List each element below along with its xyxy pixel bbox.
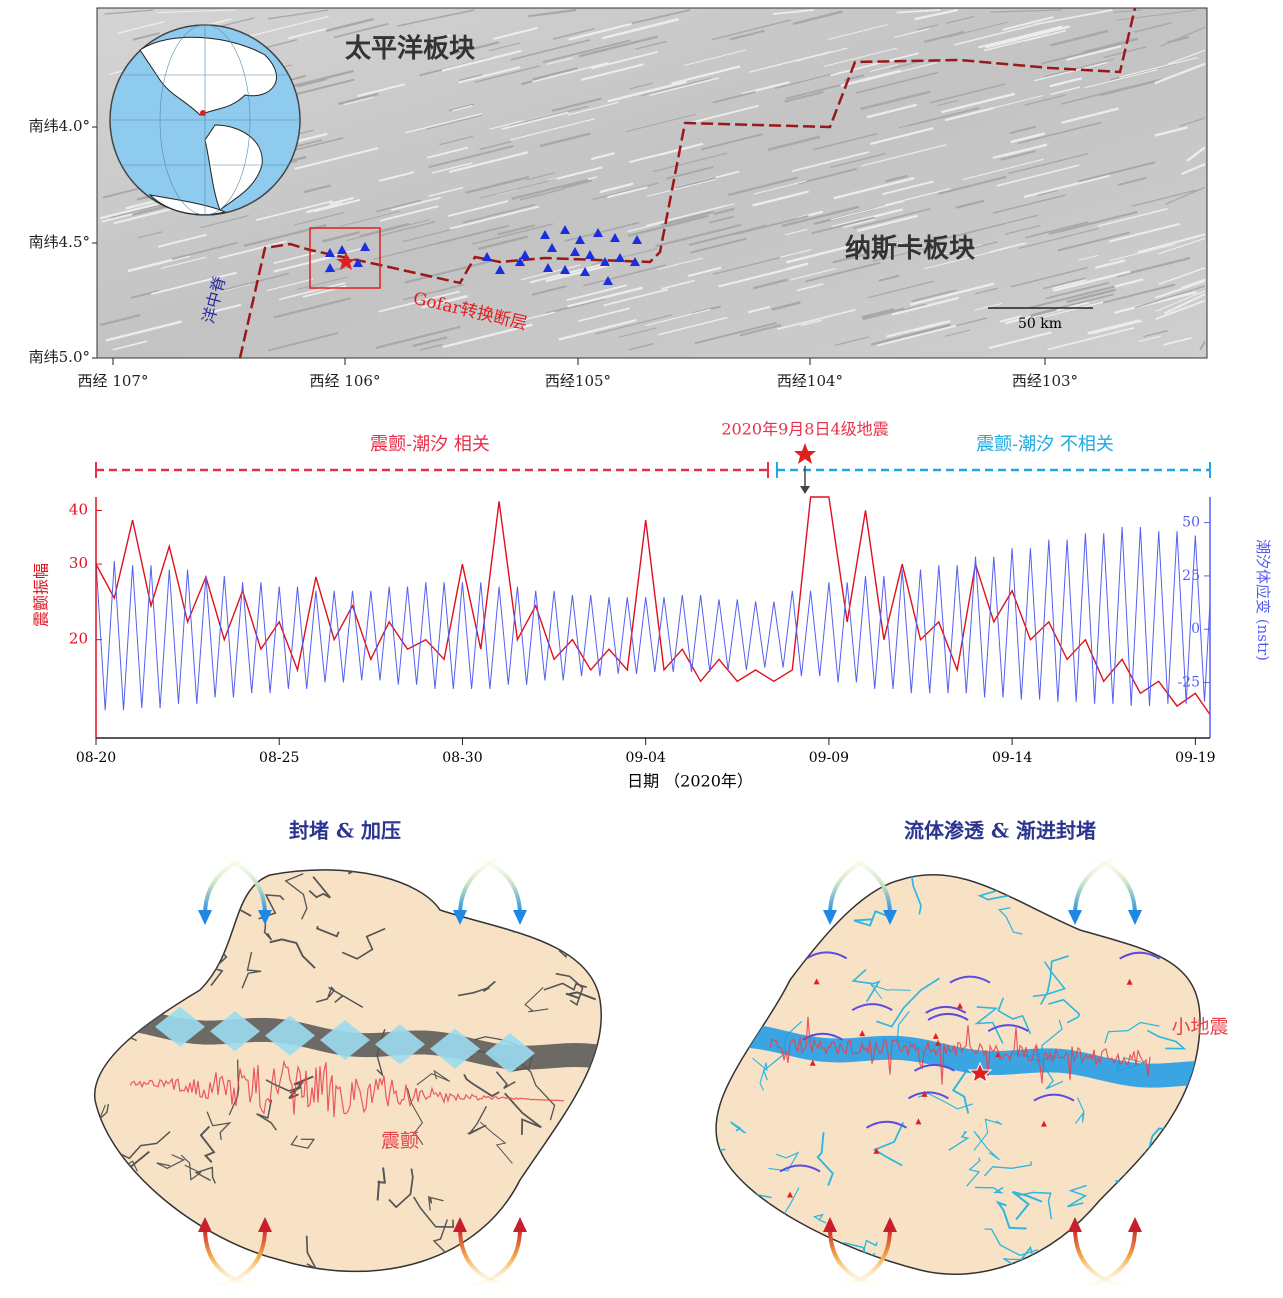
annotation: 2020年9月8日4级地震 (721, 420, 888, 439)
figure: 50 km 太平洋板块 纳斯卡板块 洋中脊 Gofar转换断层 南纬4.0°南纬… (0, 0, 1283, 1294)
crack (568, 1253, 609, 1287)
lat-label: 南纬4.5° (29, 233, 90, 251)
stress-arrowhead (823, 910, 837, 925)
tide-line (96, 527, 1232, 710)
lon-label: 西经103° (1012, 372, 1078, 390)
stress-arrowhead (1068, 910, 1082, 925)
lon-label: 西经104° (777, 372, 843, 390)
stress-arrow (470, 855, 520, 915)
lon-label: 西经105° (545, 372, 611, 390)
crack (154, 889, 172, 917)
crack (438, 1258, 454, 1284)
crack (162, 1259, 178, 1292)
crack (804, 1275, 831, 1292)
stress-arrowhead (513, 910, 527, 925)
crack (761, 970, 774, 1006)
lat-label: 南纬5.0° (29, 348, 90, 366)
time-series-chart: 20 30 40 -25 0 25 50 08-20 08-25 08-30 09-04 09-09 0… (32, 420, 1273, 791)
crack (115, 879, 129, 904)
y2-tick-label: 0 (1191, 621, 1200, 637)
crack (108, 1220, 134, 1233)
diagram: 封堵 & 加压震颤 (81, 819, 609, 1295)
quake-star (794, 443, 816, 464)
earthquake (771, 956, 777, 962)
crack (1155, 882, 1185, 911)
lat-label: 南纬4.0° (29, 117, 90, 135)
scale-label: 50 km (1018, 316, 1062, 332)
y-tick-label: 20 (69, 630, 88, 648)
crack (172, 886, 188, 904)
diagram-label: 小地震 (1171, 1016, 1228, 1038)
crack (1149, 1278, 1187, 1294)
flow-arrow (764, 930, 804, 936)
stress-arrow (460, 855, 510, 915)
x-tick-label: 09-04 (625, 750, 665, 766)
tremor-line (96, 497, 1232, 720)
crack (727, 1259, 743, 1285)
y2-tick-label: 50 (1182, 515, 1200, 531)
crack (1167, 1120, 1194, 1140)
y2-tick-label: 25 (1182, 568, 1200, 584)
diagram-title: 封堵 & 加压 (289, 819, 401, 843)
stress-arrowhead (1128, 910, 1142, 925)
y-tick-label: 40 (69, 500, 88, 518)
x-tick-label: 09-19 (1175, 750, 1215, 766)
plate-label: 纳斯卡板块 (845, 233, 975, 264)
stress-arrow (1075, 855, 1125, 915)
y2-tick-label: -25 (1177, 675, 1200, 691)
globe-inset (110, 25, 300, 215)
y2-axis-label: 潮汐体应变 (nstr) (1254, 539, 1272, 661)
crack (535, 1264, 569, 1289)
diagram-label: 震颤 (381, 1130, 419, 1152)
crack (569, 878, 608, 924)
map: 50 km 太平洋板块 纳斯卡板块 洋中脊 Gofar转换断层 南纬4.0°南纬… (29, 8, 1207, 390)
crack (530, 885, 592, 922)
crack (1194, 1106, 1217, 1113)
crack (1193, 1252, 1211, 1257)
diagram: 流体渗透 & 渐进封堵小地震 (706, 819, 1228, 1295)
x-axis-label: 日期 （2020年） (627, 772, 753, 791)
x-tick-label: 08-30 (442, 750, 482, 766)
y-axis-label: 震颤振幅 (32, 563, 51, 627)
stress-arrowhead (513, 1217, 527, 1232)
crack (149, 983, 164, 1006)
x-tick-label: 08-20 (76, 750, 116, 766)
crack (747, 915, 788, 956)
crack (559, 906, 590, 957)
diagram-title: 流体渗透 & 渐进封堵 (904, 819, 1096, 843)
stress-arrow (1085, 855, 1135, 915)
crack (757, 1263, 777, 1271)
quake-arrowhead (800, 486, 810, 494)
crack (1020, 1265, 1072, 1294)
crack (735, 1250, 766, 1279)
stress-arrowhead (198, 910, 212, 925)
stress-arrowhead (1128, 1217, 1142, 1232)
x-tick-label: 09-09 (809, 750, 849, 766)
annotation: 震颤-潮汐 相关 (370, 434, 490, 455)
plate-label: 太平洋板块 (345, 33, 475, 64)
y-tick-label: 30 (69, 554, 88, 572)
x-tick-label: 08-25 (259, 750, 299, 766)
crack (1158, 889, 1176, 909)
lon-label: 西经 107° (78, 372, 149, 390)
rock-block (95, 870, 602, 1272)
crack (746, 1231, 780, 1251)
lon-label: 西经 106° (310, 372, 381, 390)
x-tick-label: 09-14 (992, 750, 1032, 766)
diagrams: 封堵 & 加压震颤流体渗透 & 渐进封堵小地震 (81, 819, 1228, 1295)
annotation: 震颤-潮汐 不相关 (976, 434, 1114, 455)
